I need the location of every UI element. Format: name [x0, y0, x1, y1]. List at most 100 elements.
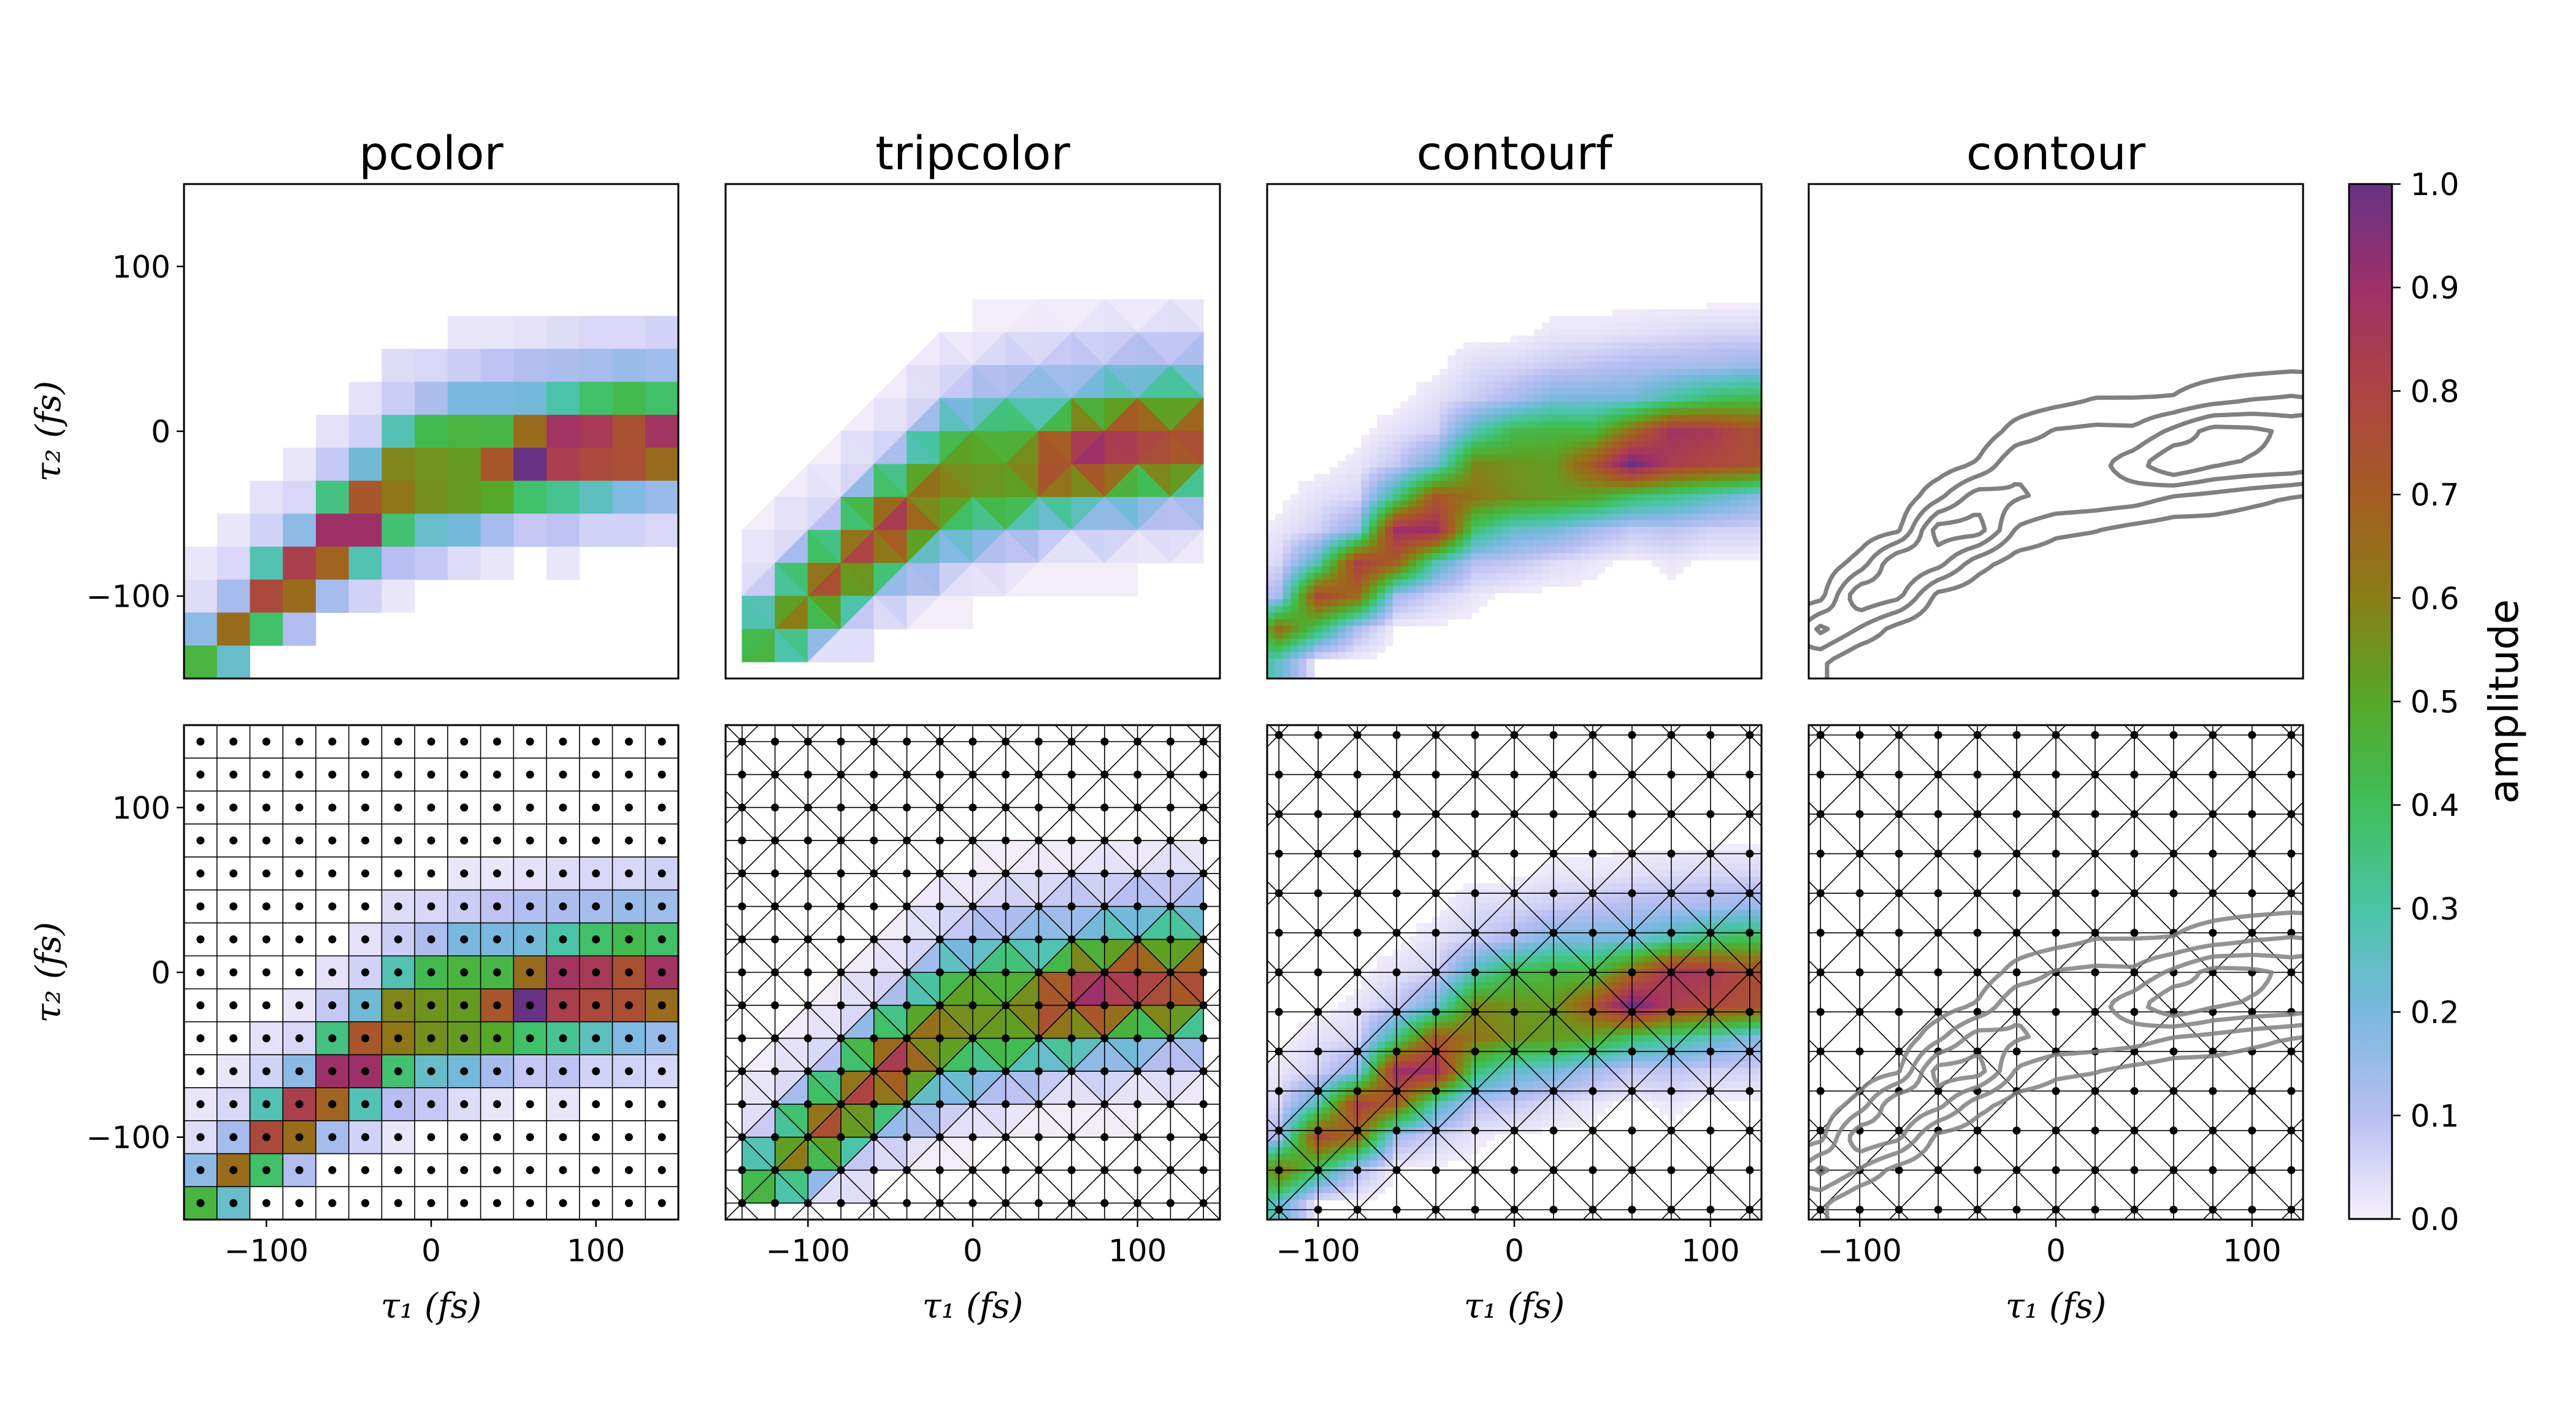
- contourf-fill: [1518, 375, 1527, 383]
- contourf-fill: [1392, 408, 1401, 415]
- mesh-point: [559, 1001, 567, 1010]
- mesh-point: [427, 1199, 435, 1207]
- contourf-fill: [1526, 428, 1535, 436]
- contourf-fill: [1267, 652, 1276, 659]
- contourf-fill: [1369, 547, 1378, 554]
- contourf-fill: [1526, 355, 1535, 363]
- contourf-fill: [1447, 467, 1456, 475]
- contourf-fill: [1597, 375, 1605, 383]
- mesh-point: [460, 771, 469, 779]
- contourf-fill: [1282, 1094, 1292, 1102]
- contourf-fill: [1400, 1081, 1409, 1088]
- contourf-fill: [1322, 1107, 1331, 1115]
- contourf-fill: [1377, 1074, 1386, 1082]
- contourf-fill: [1377, 639, 1386, 647]
- mesh-point: [592, 869, 600, 878]
- contourf-fill: [1518, 441, 1527, 448]
- mesh-diagonal: [972, 1169, 1006, 1204]
- contourf-fill: [1746, 394, 1755, 402]
- contourf-fill: [1597, 421, 1605, 429]
- mesh-point: [295, 1166, 304, 1174]
- contourf-fill: [1416, 382, 1425, 389]
- contourf-fill: [1377, 1081, 1386, 1088]
- contourf-fill: [1604, 480, 1613, 488]
- mesh-point: [903, 902, 911, 911]
- contourf-fill: [1714, 454, 1723, 462]
- contourf-fill: [1416, 434, 1425, 442]
- contourf-fill: [1392, 415, 1401, 422]
- contourf-fill: [1377, 1107, 1386, 1115]
- mesh-point: [460, 1001, 469, 1010]
- contourf-fill: [1667, 573, 1676, 580]
- contourf-fill: [1322, 1015, 1331, 1023]
- contourf-fill: [1392, 566, 1401, 574]
- contourf-fill: [1549, 566, 1558, 574]
- contourf-fill: [1408, 421, 1417, 429]
- pcolor-cell: [546, 415, 580, 448]
- contourf-fill: [1392, 487, 1401, 494]
- contourf-fill: [1612, 441, 1621, 448]
- contourf-fill: [1392, 513, 1401, 521]
- contourf-fill: [1400, 520, 1409, 528]
- contourf-fill: [1400, 573, 1409, 580]
- mesh-diagonal: [873, 905, 908, 940]
- x-axis-label: τ₁ (fs): [922, 1286, 1023, 1326]
- mesh-diagonal: [742, 840, 776, 874]
- pcolor-cell: [579, 447, 613, 482]
- contourf-fill: [1510, 533, 1519, 541]
- contourf-fill: [1714, 447, 1723, 455]
- contourf-fill: [1620, 309, 1629, 317]
- contourf-fill: [1471, 573, 1480, 580]
- contourf-fill: [1306, 1067, 1315, 1075]
- contourf-fill: [1698, 375, 1708, 383]
- contourf-fill: [1455, 916, 1464, 924]
- contourf-fill: [1565, 421, 1574, 429]
- contourf-fill: [1549, 362, 1558, 369]
- contourf-fill: [1408, 1061, 1417, 1069]
- contourf-fill: [1495, 362, 1503, 369]
- contourf-fill: [1479, 573, 1488, 580]
- contourf-fill: [1479, 434, 1488, 442]
- mesh-point: [1166, 902, 1175, 911]
- contourf-fill: [1573, 520, 1582, 528]
- mesh-point: [394, 1001, 402, 1010]
- contourf-fill: [1408, 573, 1417, 580]
- contourf-fill: [1589, 428, 1598, 436]
- contourf-fill: [1549, 533, 1558, 541]
- contourf-fill: [1533, 566, 1543, 574]
- contourf-fill: [1479, 520, 1488, 528]
- contourf-fill: [1447, 909, 1456, 917]
- contourf-fill: [1306, 612, 1315, 620]
- mesh-point: [935, 1034, 944, 1042]
- contourf-fill: [1345, 1055, 1354, 1062]
- contourf-fill: [1353, 547, 1362, 554]
- contourf-fill: [1471, 533, 1480, 541]
- contourf-fill: [1714, 382, 1723, 389]
- contourf-fill: [1573, 494, 1582, 501]
- contourf-fill: [1439, 382, 1449, 389]
- contourf-fill: [1612, 322, 1621, 330]
- mesh-point: [903, 1133, 911, 1142]
- mesh-point: [328, 1067, 337, 1075]
- contourf-fill: [1282, 1193, 1292, 1201]
- contourf-fill: [1432, 533, 1441, 541]
- contourf-fill: [1345, 1134, 1354, 1141]
- contourf-fill: [1314, 586, 1323, 594]
- contourf-fill: [1518, 942, 1527, 950]
- contourf-fill: [1463, 1081, 1472, 1088]
- contourf-fill: [1518, 586, 1527, 594]
- contourf-fill: [1502, 507, 1511, 515]
- contourf-fill: [1369, 1081, 1378, 1088]
- contourf-fill: [1424, 474, 1433, 482]
- contourf-fill: [1306, 626, 1315, 633]
- contourf-fill: [1722, 540, 1731, 547]
- contourf-fill: [1549, 368, 1558, 376]
- contourf-fill: [1628, 388, 1637, 396]
- contourf-fill: [1447, 612, 1456, 620]
- contourf-fill: [1384, 599, 1393, 607]
- contourf-fill: [1557, 513, 1566, 521]
- contourf-fill: [1487, 526, 1495, 534]
- contourf-fill: [1526, 962, 1535, 970]
- contourf-fill: [1541, 388, 1551, 396]
- contourf-fill: [1338, 612, 1346, 620]
